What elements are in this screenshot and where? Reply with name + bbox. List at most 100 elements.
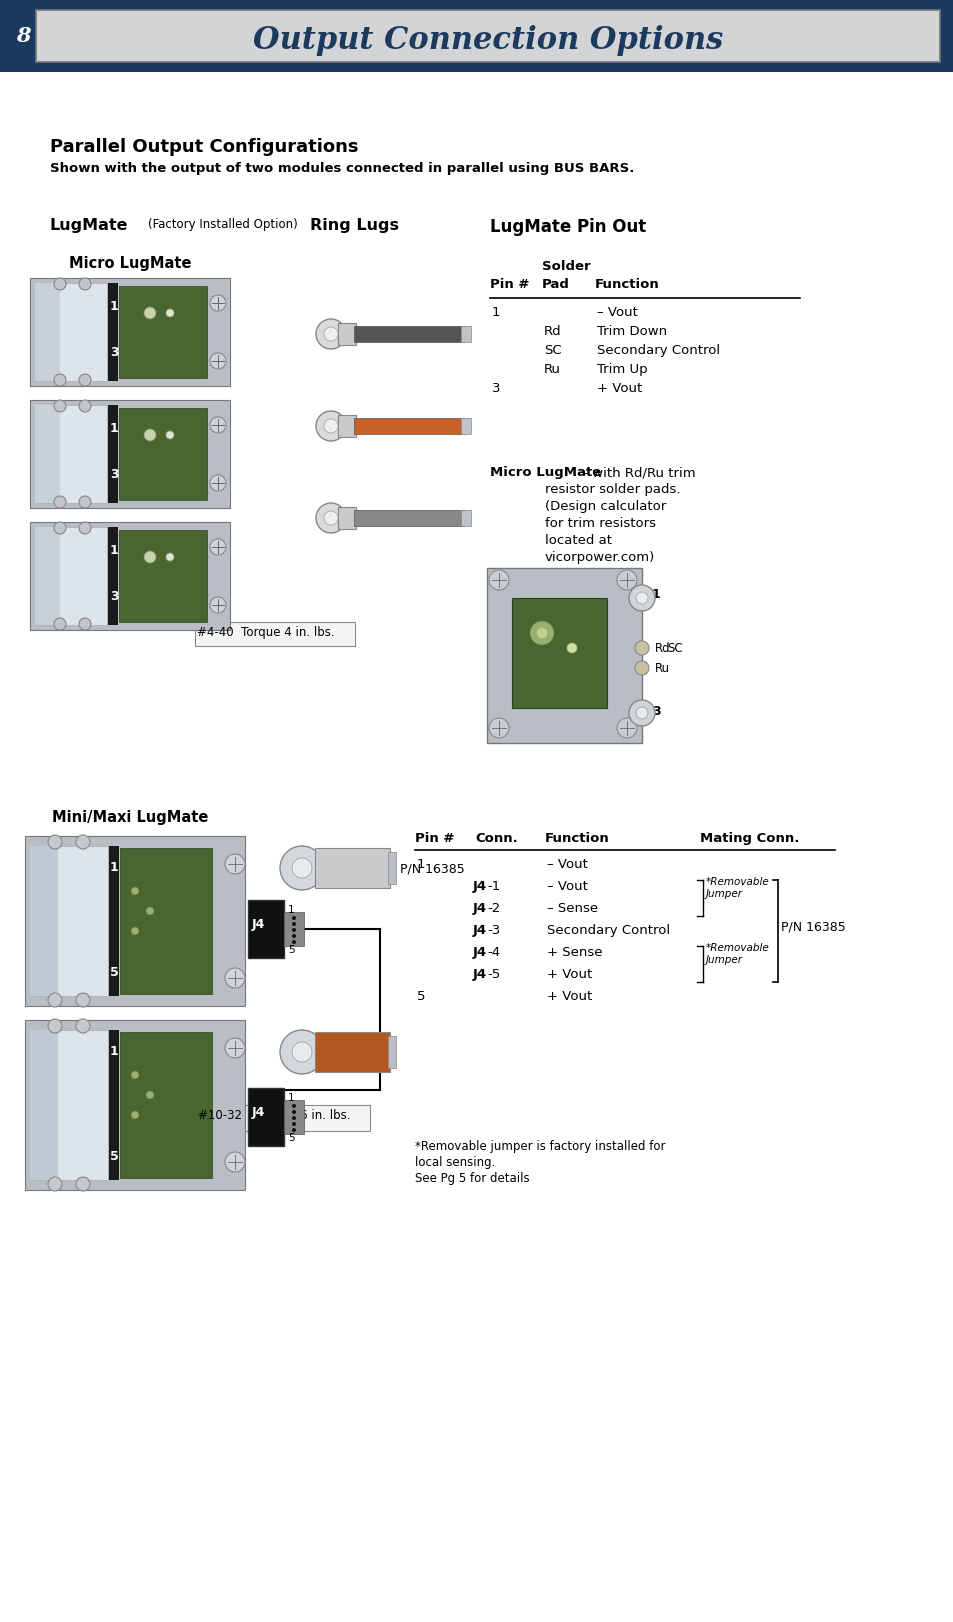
Bar <box>30 1030 108 1179</box>
Bar <box>30 847 58 996</box>
Text: (Design calculator: (Design calculator <box>544 500 665 513</box>
Text: 1: 1 <box>110 300 118 313</box>
Circle shape <box>210 597 226 613</box>
Text: located at: located at <box>544 534 612 547</box>
Text: (Factory Installed Option): (Factory Installed Option) <box>148 217 297 230</box>
Bar <box>460 326 471 342</box>
Text: local sensing.: local sensing. <box>415 1156 495 1169</box>
Text: Micro LugMate: Micro LugMate <box>490 466 600 478</box>
Bar <box>108 406 118 503</box>
Circle shape <box>292 1116 295 1121</box>
Text: + Vout: + Vout <box>597 383 641 396</box>
Circle shape <box>292 921 295 926</box>
Circle shape <box>166 310 173 316</box>
Text: vicorpower.com): vicorpower.com) <box>544 551 655 564</box>
Text: 5: 5 <box>110 1150 118 1163</box>
Bar <box>284 912 304 946</box>
Text: 1: 1 <box>110 861 118 874</box>
Circle shape <box>280 1030 324 1074</box>
Bar <box>388 852 395 884</box>
Circle shape <box>489 719 509 738</box>
Text: LugMate Pin Out: LugMate Pin Out <box>490 217 645 235</box>
Text: *Removable jumper is factory installed for: *Removable jumper is factory installed f… <box>415 1140 665 1153</box>
Circle shape <box>210 354 226 368</box>
Circle shape <box>315 503 346 534</box>
Circle shape <box>54 496 66 508</box>
Circle shape <box>315 320 346 349</box>
Text: Micro LugMate: Micro LugMate <box>69 256 191 271</box>
Text: 1: 1 <box>288 1093 294 1103</box>
Circle shape <box>76 1019 90 1033</box>
Text: + Sense: + Sense <box>546 946 602 959</box>
Text: See Pg 5 for details: See Pg 5 for details <box>415 1173 529 1186</box>
Text: Pin #: Pin # <box>490 277 529 290</box>
Circle shape <box>131 1071 139 1079</box>
Text: -1: -1 <box>486 881 499 894</box>
Text: Rd: Rd <box>655 642 670 655</box>
Bar <box>460 418 471 435</box>
Text: Mating Conn.: Mating Conn. <box>700 832 799 845</box>
Circle shape <box>489 569 509 590</box>
Circle shape <box>166 431 173 440</box>
Bar <box>512 599 606 707</box>
Bar <box>35 406 60 503</box>
Text: 1: 1 <box>110 1045 118 1058</box>
Circle shape <box>146 907 153 915</box>
Text: Trim Down: Trim Down <box>597 324 666 337</box>
Text: 3: 3 <box>651 706 659 719</box>
Circle shape <box>566 642 577 654</box>
Text: -4: -4 <box>486 946 499 959</box>
Bar <box>119 285 207 378</box>
Bar <box>194 1105 370 1131</box>
Circle shape <box>292 1109 295 1114</box>
Bar <box>35 282 60 381</box>
Bar <box>119 409 207 500</box>
Text: Function: Function <box>595 277 659 290</box>
Text: Mini/Maxi LugMate: Mini/Maxi LugMate <box>51 809 208 826</box>
Circle shape <box>628 701 655 727</box>
Circle shape <box>48 1019 62 1033</box>
Text: LugMate: LugMate <box>50 217 129 234</box>
Circle shape <box>225 1038 245 1058</box>
Circle shape <box>144 551 156 563</box>
Text: Secondary Control: Secondary Control <box>546 925 669 938</box>
Text: – Vout: – Vout <box>546 881 587 894</box>
Text: J4: J4 <box>252 1106 265 1119</box>
Bar <box>314 848 390 887</box>
Text: Ru: Ru <box>655 662 669 675</box>
Circle shape <box>324 511 337 526</box>
Bar <box>109 847 119 996</box>
Bar <box>0 0 953 71</box>
Bar <box>30 401 230 508</box>
Circle shape <box>54 618 66 629</box>
Text: SC: SC <box>543 344 561 357</box>
Text: Rd: Rd <box>543 324 561 337</box>
Circle shape <box>79 496 91 508</box>
Text: 5: 5 <box>288 1134 294 1144</box>
Circle shape <box>79 277 91 290</box>
Text: 3: 3 <box>492 383 500 396</box>
Bar <box>25 835 245 1006</box>
Circle shape <box>76 835 90 848</box>
Text: Pad: Pad <box>541 277 569 290</box>
Circle shape <box>144 428 156 441</box>
Circle shape <box>131 928 139 934</box>
Text: J4: J4 <box>473 968 487 981</box>
Text: 1: 1 <box>416 858 425 871</box>
Text: 1: 1 <box>288 905 294 915</box>
Text: J4: J4 <box>473 881 487 894</box>
Bar <box>108 282 118 381</box>
Text: + Vout: + Vout <box>546 989 592 1002</box>
Bar <box>119 530 207 621</box>
Text: P/N 16385: P/N 16385 <box>781 921 845 934</box>
Text: for trim resistors: for trim resistors <box>544 517 656 530</box>
Text: *Removable
Jumper: *Removable Jumper <box>705 942 769 965</box>
Bar <box>30 847 108 996</box>
Bar <box>35 527 60 624</box>
Circle shape <box>292 1041 312 1062</box>
Circle shape <box>225 968 245 988</box>
Bar <box>337 508 355 529</box>
Bar <box>194 621 355 646</box>
Circle shape <box>225 855 245 874</box>
Text: Parallel Output Configurations: Parallel Output Configurations <box>50 138 358 156</box>
